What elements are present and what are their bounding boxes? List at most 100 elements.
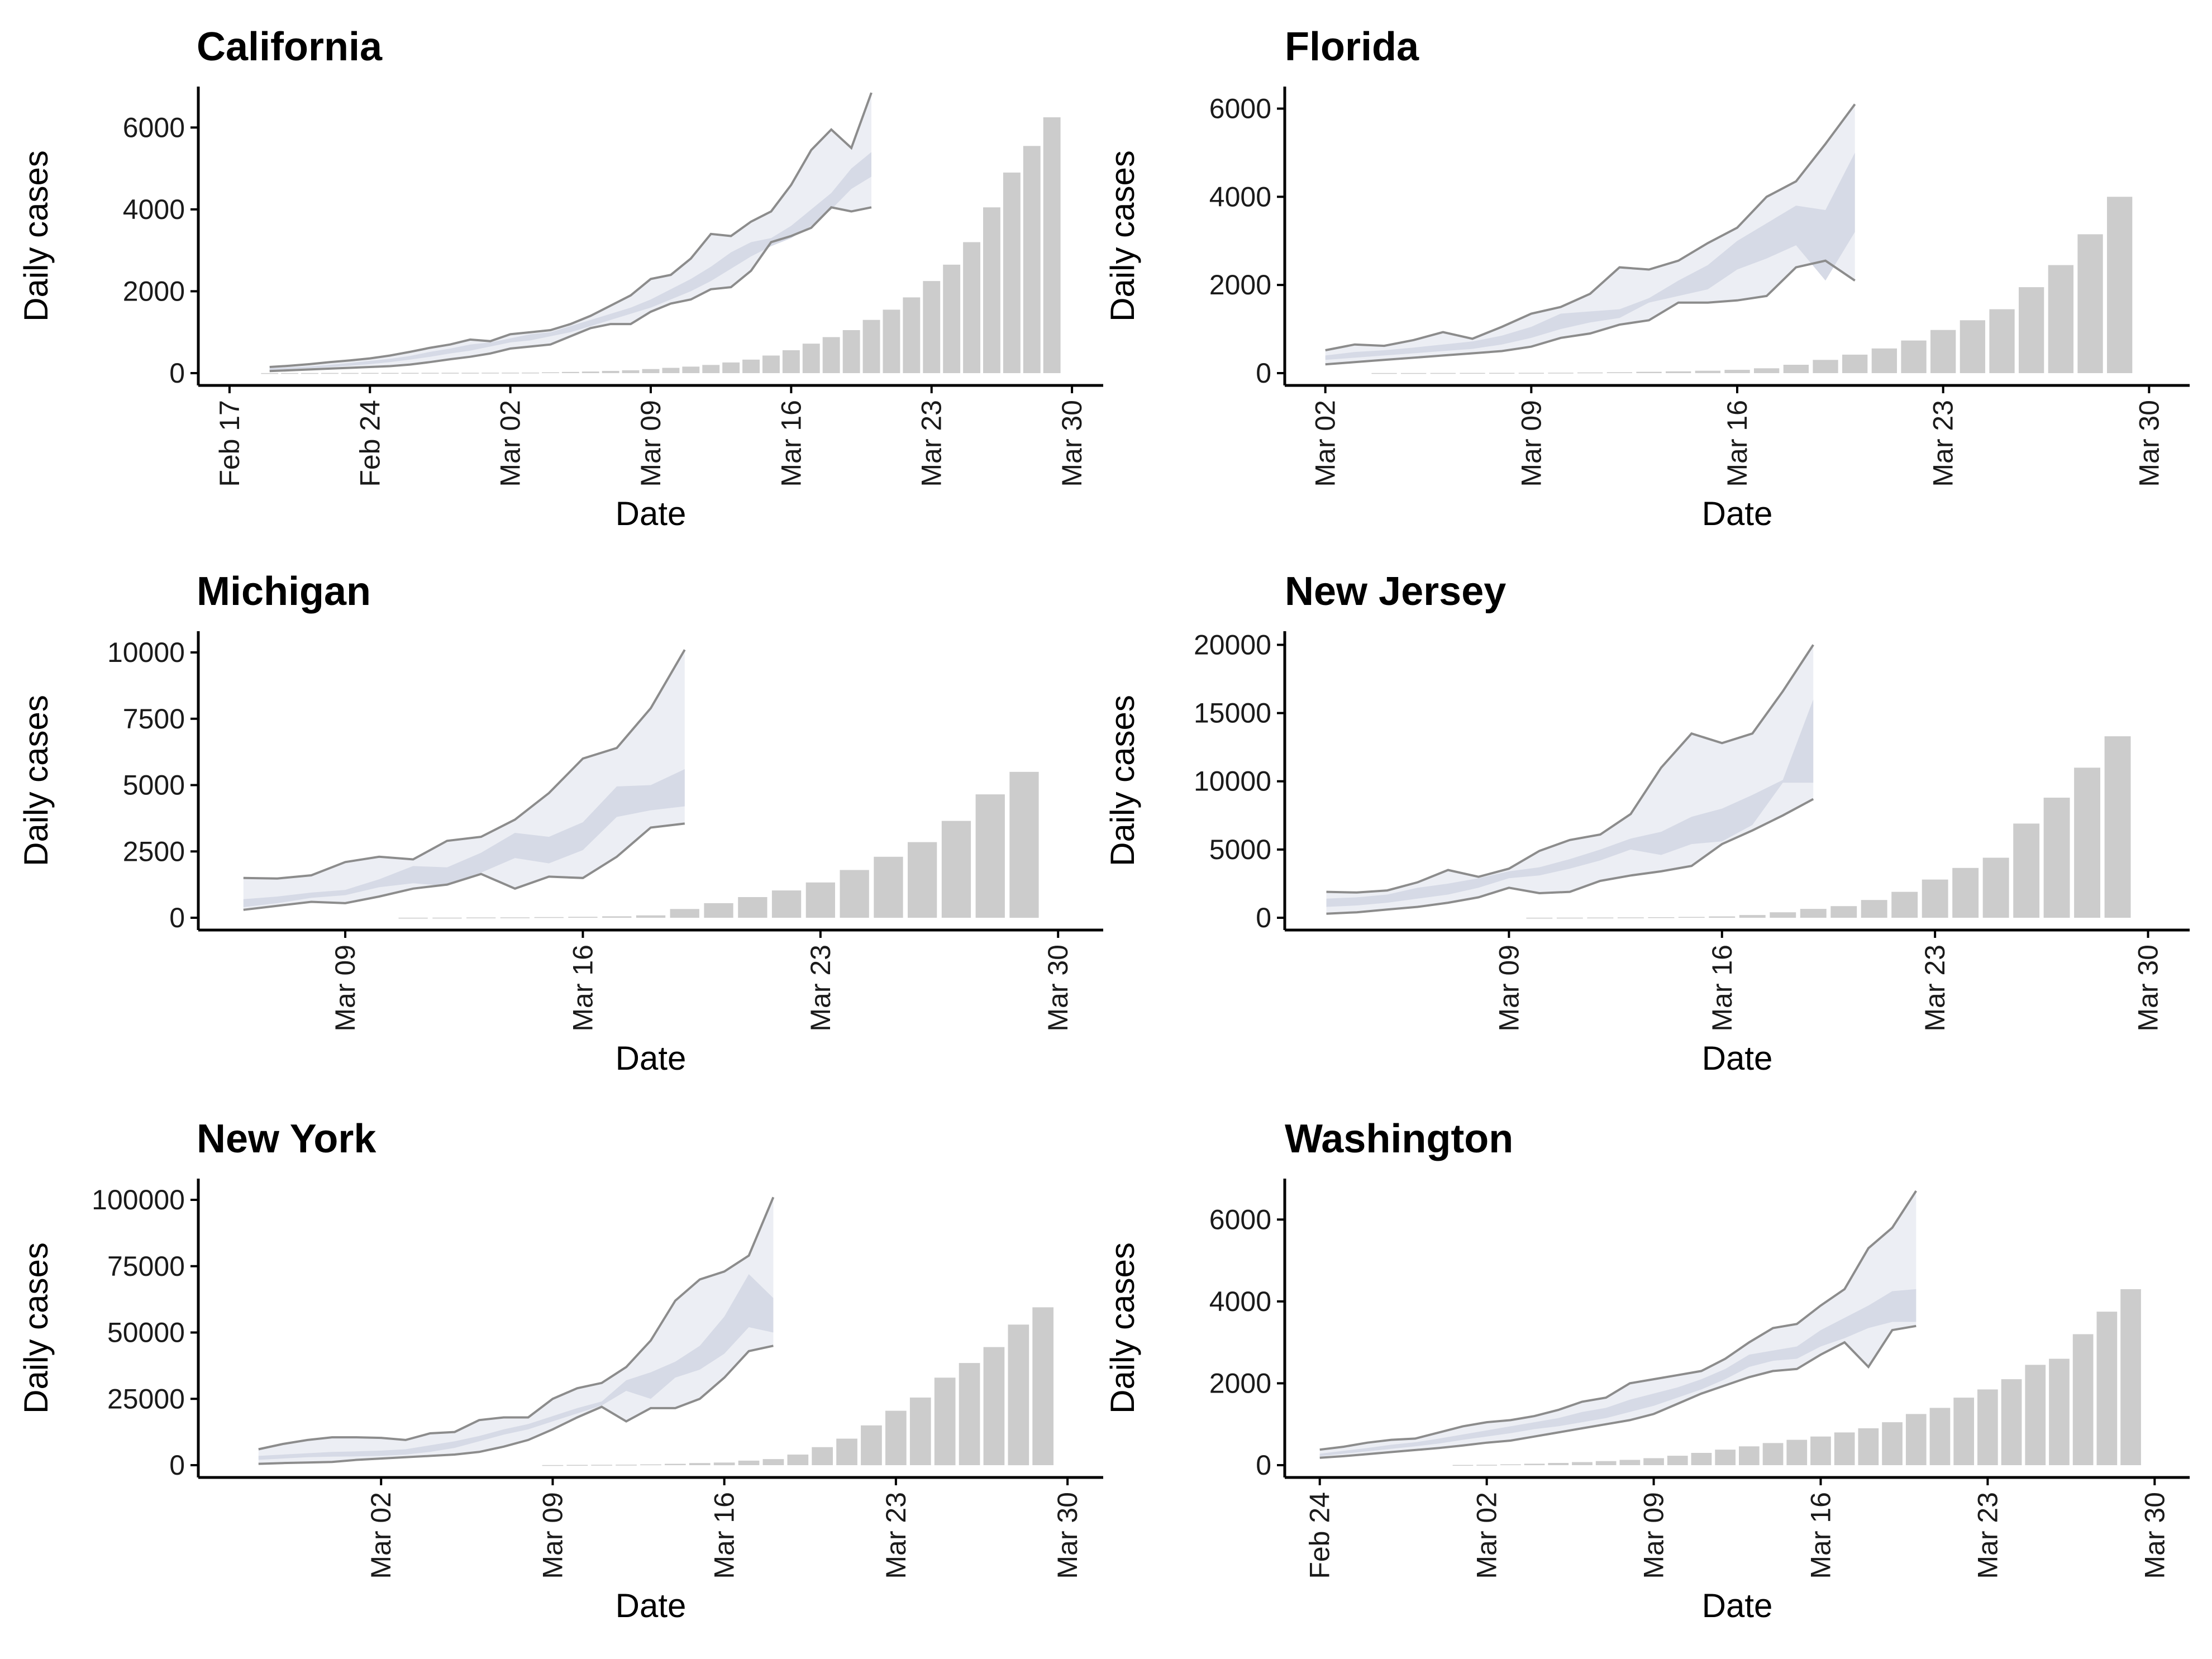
bar: [1476, 1465, 1497, 1466]
bar: [2043, 798, 2070, 918]
bar: [689, 1463, 711, 1465]
y-tick-label: 10000: [1194, 766, 1271, 797]
y-tick-label: 7500: [123, 703, 185, 735]
x-tick-label: Feb 17: [214, 400, 245, 487]
x-axis-title: Date: [616, 1587, 687, 1624]
x-axis-title: Date: [616, 495, 687, 532]
y-tick-label: 75000: [107, 1251, 185, 1282]
y-tick-label: 4000: [1209, 1286, 1271, 1317]
bar: [840, 870, 869, 918]
bar: [1891, 892, 1918, 918]
bar: [1739, 915, 1766, 918]
bar: [421, 373, 439, 374]
bar: [959, 1363, 980, 1465]
bar: [281, 373, 299, 374]
bar: [1548, 1463, 1569, 1465]
y-axis-title: Daily cases: [17, 1242, 55, 1414]
bar: [1595, 1461, 1617, 1465]
bar: [642, 369, 660, 373]
bar: [561, 371, 579, 373]
bar: [2096, 1312, 2118, 1465]
bar: [1489, 373, 1515, 374]
x-tick-label: Mar 23: [880, 1492, 912, 1579]
y-tick-label: 25000: [107, 1383, 185, 1414]
bar: [568, 917, 598, 918]
x-tick-label: Mar 16: [1805, 1492, 1837, 1579]
bar: [1548, 373, 1574, 374]
bar: [401, 373, 419, 374]
bar: [2107, 197, 2133, 373]
bar: [1830, 906, 1857, 918]
bar: [1556, 917, 1583, 919]
bar: [1691, 1453, 1712, 1465]
x-tick-label: Mar 16: [1706, 945, 1738, 1032]
bar: [722, 362, 740, 373]
bar: [534, 917, 564, 918]
x-tick-label: Feb 24: [1304, 1492, 1336, 1579]
bar: [1619, 1460, 1641, 1465]
band-lower-line: [269, 206, 872, 373]
x-axis-title: Date: [1702, 1040, 1773, 1077]
bar: [1617, 917, 1644, 918]
bar: [1526, 917, 1553, 919]
bar: [1858, 1428, 1879, 1465]
band-lower-line: [243, 822, 685, 911]
bar: [983, 1347, 1005, 1465]
bar: [2104, 736, 2131, 918]
panel-title: Washington: [1285, 1117, 1513, 1161]
bar: [2120, 1289, 2141, 1465]
x-tick-label: Mar 23: [1972, 1492, 2003, 1579]
bar: [1667, 1456, 1688, 1465]
bar: [1643, 1458, 1664, 1465]
x-tick-label: Mar 23: [916, 400, 947, 487]
x-tick-label: Mar 09: [1638, 1492, 1670, 1579]
panel-title: Florida: [1285, 25, 1419, 69]
bar: [1953, 1398, 1974, 1465]
bar: [500, 917, 530, 918]
bar: [934, 1377, 956, 1466]
bar: [836, 1438, 857, 1465]
bar: [461, 373, 479, 374]
bar: [842, 330, 860, 373]
bar: [566, 1465, 588, 1466]
y-tick-label: 0: [1256, 902, 1271, 933]
x-tick-label: Mar 09: [1515, 400, 1547, 487]
panel-new-york: 0 25000 50000 75000 100000 Mar 02 Mar 09 Mar 16…: [17, 1117, 1103, 1624]
bar: [2049, 1358, 2070, 1465]
x-tick-label: Mar 09: [1493, 945, 1524, 1032]
x-tick-label: Mar 09: [537, 1492, 568, 1579]
bar: [1871, 348, 1897, 373]
bar: [482, 373, 499, 374]
bar: [1977, 1389, 1998, 1465]
band-upper-line: [1325, 103, 1856, 351]
bar: [983, 207, 1000, 373]
x-tick-label: Mar 30: [1042, 945, 1074, 1032]
x-tick-label: Mar 02: [1310, 400, 1341, 487]
y-tick-label: 0: [169, 357, 185, 389]
x-tick-label: Mar 16: [568, 945, 599, 1032]
x-tick-label: Mar 09: [330, 945, 361, 1032]
bar: [1739, 1446, 1760, 1465]
y-tick-label: 4000: [1209, 181, 1271, 212]
x-tick-label: Mar 30: [2133, 400, 2165, 487]
bar: [1960, 320, 1985, 373]
bar: [432, 917, 462, 919]
y-axis-title: Daily cases: [1104, 695, 1141, 866]
x-tick-label: Feb 24: [354, 400, 385, 487]
bar: [1783, 365, 1809, 373]
x-tick-label: Mar 16: [775, 400, 807, 487]
outer-band: [1319, 1191, 1917, 1458]
bar: [738, 897, 767, 918]
bar: [1572, 1462, 1593, 1465]
x-tick-label: Mar 23: [1928, 400, 1959, 487]
bar: [702, 365, 720, 373]
bar: [2001, 1379, 2022, 1465]
bar: [591, 1465, 612, 1466]
panel-california: 0 2000 4000 6000 Feb 17 Feb 24 Mar 02 Mar 09 Mar…: [17, 25, 1103, 532]
bar: [862, 320, 880, 373]
bar: [398, 917, 428, 919]
band-lower-line: [1326, 798, 1814, 915]
band-lower-line: [258, 1345, 774, 1465]
panel-michigan: 0 2500 5000 7500 10000 Mar 09 Mar 16 Mar 23 Mar …: [17, 569, 1103, 1077]
